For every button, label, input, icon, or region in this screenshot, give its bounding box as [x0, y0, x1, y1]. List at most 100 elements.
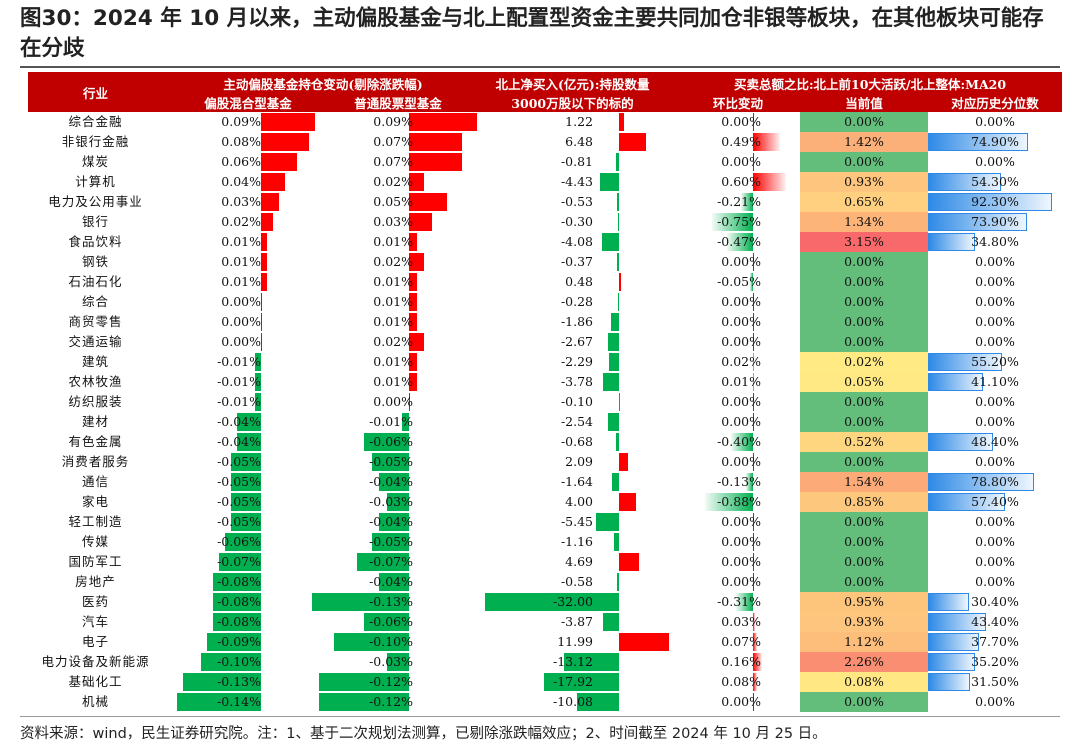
- fund-mixed-bar: [255, 353, 261, 371]
- table-row: 农林牧渔 -0.01% 0.01% -3.78 0.01% 0.05% 41.10%: [28, 372, 1062, 392]
- title-rule: [20, 66, 1060, 68]
- table-row: 汽车 -0.08% -0.06% -3.87 0.03% 0.93% 43.40%: [28, 612, 1062, 632]
- current-cell-bg: [800, 272, 928, 292]
- ratio-change-value: 0.07%: [721, 634, 761, 649]
- north-buy-value: -0.53: [560, 194, 593, 209]
- percentile-bar: [928, 433, 993, 451]
- current-value: 0.08%: [844, 674, 884, 689]
- fund-mixed-bar: [237, 413, 261, 431]
- header-col-stock: 普通股票型基金: [354, 96, 442, 111]
- industry-name: 农林牧渔: [68, 374, 123, 389]
- ratio-change-bar: [753, 133, 780, 151]
- north-buy-bar: [611, 313, 619, 331]
- current-cell-bg: [800, 152, 928, 172]
- percentile-value: 0.00%: [975, 254, 1015, 269]
- percentile-bar: [928, 473, 1034, 491]
- industry-name: 食品饮料: [68, 234, 123, 249]
- fund-stock-bar: [409, 193, 447, 211]
- fund-mixed-bar: [261, 113, 315, 131]
- industry-name: 综合: [81, 294, 109, 309]
- table-row: 交通运输 0.00% 0.02% -2.67 0.00% 0.00% 0.00%: [28, 332, 1062, 352]
- industry-name: 银行: [81, 214, 109, 229]
- ratio-change-value: 0.60%: [721, 174, 761, 189]
- current-value: 0.00%: [844, 414, 884, 429]
- fund-mixed-bar: [213, 573, 261, 591]
- fund-mixed-bar: [261, 293, 262, 311]
- ratio-change-bar: [753, 533, 754, 551]
- fund-mixed-value: -0.10%: [217, 654, 261, 669]
- north-buy-value: -1.86: [560, 314, 593, 329]
- current-cell-bg: [800, 312, 928, 332]
- table-row: 综合 0.00% 0.01% -0.28 0.00% 0.00% 0.00%: [28, 292, 1062, 312]
- ratio-change-bar: [750, 273, 753, 291]
- current-value: 0.00%: [844, 314, 884, 329]
- fund-stock-bar: [356, 553, 409, 571]
- ratio-change-bar: [753, 453, 754, 471]
- fund-mixed-value: 0.08%: [221, 134, 261, 149]
- fund-mixed-value: 0.03%: [221, 194, 261, 209]
- industry-name: 电力及公用事业: [48, 194, 143, 209]
- current-value: 1.12%: [844, 634, 884, 649]
- percentile-bar: [928, 193, 1052, 211]
- industry-name: 机械: [81, 694, 109, 709]
- fund-mixed-value: -0.05%: [217, 494, 261, 509]
- ratio-change-bar: [753, 353, 755, 371]
- ratio-change-value: 0.00%: [721, 334, 761, 349]
- percentile-value: 0.00%: [975, 554, 1015, 569]
- fund-stock-value: -0.04%: [369, 514, 413, 529]
- fund-mixed-value: -0.13%: [217, 674, 261, 689]
- ratio-change-value: 0.02%: [721, 354, 761, 369]
- fund-stock-value: 0.02%: [373, 174, 413, 189]
- fund-mixed-value: -0.01%: [217, 374, 261, 389]
- fund-stock-bar: [319, 673, 409, 691]
- industry-name: 房地产: [75, 574, 116, 589]
- fund-mixed-value: 0.01%: [221, 234, 261, 249]
- current-cell-bg: [800, 472, 928, 492]
- table-header: 行业 主动偏股基金持仓变动(剔除涨跌幅) 偏股混合型基金 普通股票型基金 北上净…: [28, 72, 1062, 112]
- fund-stock-bar: [409, 333, 424, 351]
- ratio-change-bar: [753, 573, 754, 591]
- fund-stock-value: 0.07%: [373, 134, 413, 149]
- table-row: 传媒 -0.06% -0.05% -1.16 0.00% 0.00% 0.00%: [28, 532, 1062, 552]
- fund-mixed-value: -0.04%: [217, 414, 261, 429]
- ratio-change-bar: [753, 513, 754, 531]
- fund-mixed-bar: [201, 653, 261, 671]
- table-row: 电力及公用事业 0.03% 0.05% -0.53 -0.21% 0.65% 92.30%: [28, 192, 1062, 212]
- fund-mixed-bar: [261, 173, 285, 191]
- fund-stock-value: 0.09%: [373, 114, 413, 129]
- north-buy-bar: [601, 233, 619, 251]
- fund-mixed-value: -0.14%: [217, 694, 261, 709]
- fund-mixed-value: -0.05%: [217, 454, 261, 469]
- table-row: 银行 0.02% 0.03% -0.30 -0.75% 1.34% 73.90%: [28, 212, 1062, 232]
- ratio-change-value: 0.08%: [721, 674, 761, 689]
- percentile-value: 48.40%: [971, 434, 1019, 449]
- north-buy-bar: [576, 693, 619, 711]
- header-industry: 行业: [82, 86, 108, 101]
- current-cell-bg: [800, 692, 928, 712]
- ratio-change-value: -0.40%: [717, 434, 761, 449]
- current-value: 0.00%: [844, 114, 884, 129]
- current-value: 1.54%: [844, 474, 884, 489]
- table-row: 国防军工 -0.07% -0.07% 4.69 0.00% 0.00% 0.00%: [28, 552, 1062, 572]
- ratio-change-value: 0.00%: [721, 574, 761, 589]
- header-group-fund: 主动偏股基金持仓变动(剔除涨跌幅): [223, 77, 423, 92]
- fund-stock-value: -0.03%: [369, 654, 413, 669]
- current-value: 0.00%: [844, 534, 884, 549]
- ratio-change-bar: [753, 673, 758, 691]
- fund-mixed-value: 0.00%: [221, 294, 261, 309]
- north-buy-value: -2.67: [560, 334, 593, 349]
- table-row: 建筑 -0.01% 0.01% -2.29 0.02% 0.02% 55.20%: [28, 352, 1062, 372]
- table-row: 建材 -0.04% -0.01% -2.54 0.00% 0.00% 0.00%: [28, 412, 1062, 432]
- current-cell-bg: [800, 212, 928, 232]
- header-group-ratio: 买卖总额之比:北上前10大活跃/北上整体:MA20: [733, 77, 1007, 92]
- north-buy-value: 4.69: [565, 554, 593, 569]
- north-buy-bar: [603, 373, 619, 391]
- ratio-change-value: 0.00%: [721, 254, 761, 269]
- header-col-change: 环比变动: [712, 96, 763, 111]
- north-buy-bar: [619, 273, 622, 291]
- percentile-bar: [928, 373, 984, 391]
- fund-mixed-value: -0.08%: [217, 594, 261, 609]
- percentile-value: 73.90%: [971, 214, 1019, 229]
- fund-stock-value: -0.01%: [369, 414, 413, 429]
- fund-mixed-bar: [255, 373, 261, 391]
